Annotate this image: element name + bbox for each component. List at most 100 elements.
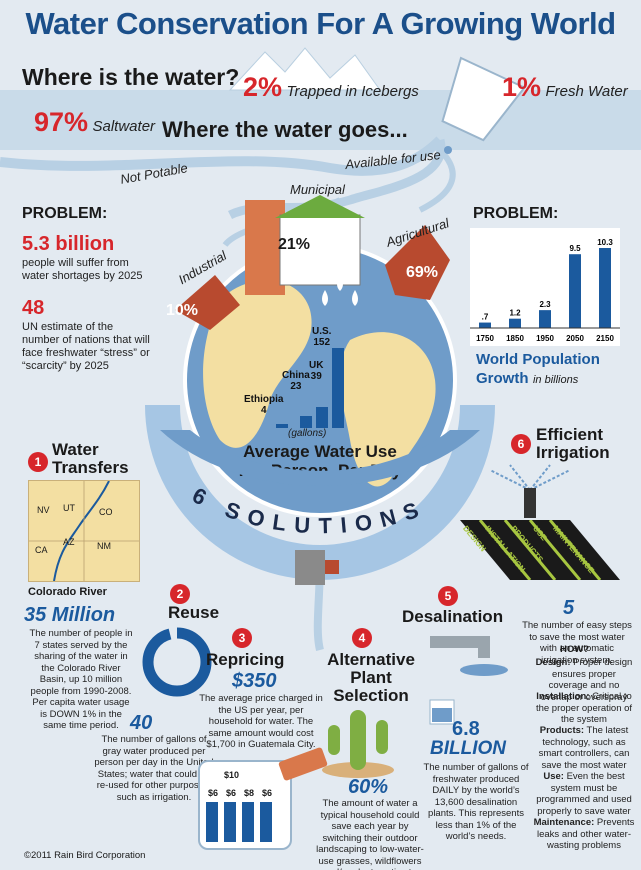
solution-5-text: The number of gallons of freshwater prod… — [423, 762, 529, 842]
solution-4-stat: 60% — [348, 776, 389, 798]
population-bar-2050 — [569, 254, 581, 328]
population-bar-2150 — [599, 248, 611, 328]
bar-china — [300, 415, 312, 428]
solution-4-title: Alternative Plant Selection — [326, 651, 416, 705]
solution-4-title-line1: Alternative — [327, 650, 415, 669]
stat-shortage-text: people will suffer from water shortages … — [22, 257, 143, 282]
map-state-ut: UT — [63, 503, 75, 513]
population-caption-unit: in billions — [532, 374, 579, 386]
solution-4-title-line2: Plant — [350, 668, 392, 687]
solution-6-number: 6 — [511, 434, 531, 454]
solution-5-title: Desalination — [402, 607, 504, 626]
solution-6-title-line1: Efficient — [536, 425, 604, 444]
solution-6-intro: The number of easy steps to save the mos… — [522, 620, 632, 666]
solution-1-title-line2: Transfers — [52, 458, 129, 477]
solution-3-number: 3 — [232, 628, 252, 648]
irrigation-item-maintenance: Maintenance: Prevents leaks and other wa… — [533, 817, 635, 851]
use-industrial-pct: 10% — [166, 302, 199, 319]
solution-3-title: Repricing — [206, 650, 285, 669]
water-use-chart: Ethiopia 4 China 23 UK 39 U.S. 152 — [240, 320, 350, 430]
stat-nations-text: UN estimate of the number of nations tha… — [22, 321, 150, 372]
solution-5-number: 5 — [438, 586, 458, 606]
solution-4-number: 4 — [352, 628, 372, 648]
map-state-nm: NM — [97, 541, 111, 551]
map-caption: Colorado River — [28, 586, 107, 598]
saltwater-pct: 97% — [34, 107, 89, 137]
iceberg-pct: 2% — [243, 72, 283, 102]
jug-value-5: $6 — [262, 788, 273, 798]
recycle-icon — [142, 627, 212, 697]
country-label-china: China 23 — [282, 370, 310, 392]
use-agricultural-pct: 69% — [406, 264, 439, 281]
bar-us — [332, 348, 344, 428]
bar-uk — [316, 407, 328, 428]
solution-2-stat: 40 — [130, 712, 153, 734]
solution-6-stat: 5 — [563, 597, 575, 619]
population-year-label: 2050 — [566, 334, 584, 343]
country-label-ethiopia: Ethiopia 4 — [244, 394, 284, 416]
population-year-label: 1850 — [506, 334, 524, 343]
iceberg-stat: 2% Trapped in Icebergs — [243, 72, 419, 103]
jug-value-2: $6 — [208, 788, 219, 798]
solution-1-title: Water Transfers — [52, 441, 129, 477]
problem-right-heading: PROBLEM: — [473, 205, 559, 222]
page-title: Water Conservation For A Growing World — [25, 6, 616, 41]
gallons-unit: (gallons) — [288, 428, 327, 439]
irrigation-item-installation: Installation: Critical to the proper ope… — [535, 691, 633, 725]
population-value-label: 10.3 — [597, 238, 613, 247]
freshwater-label: Fresh Water — [545, 83, 628, 100]
population-bar-1950 — [539, 310, 551, 328]
solution-1-text: The number of people in 7 states served … — [29, 628, 133, 731]
solution-1-title-line1: Water — [52, 440, 99, 459]
where-question: Where is the water? — [22, 64, 240, 90]
solution-4-title-line3: Selection — [333, 686, 409, 705]
map-state-co: CO — [99, 507, 113, 517]
globe-art — [145, 195, 495, 585]
cactus-icon — [322, 710, 394, 778]
bar-ethiopia — [276, 424, 288, 428]
irrigation-steps: DESIGN INSTALLATION PRODUCTS USE MAINTEN… — [460, 520, 620, 580]
solutions-arc: 6 SOLUTIONS — [160, 430, 480, 538]
population-caption-main: World Population Growth — [476, 351, 600, 387]
solution-2-title: Reuse — [168, 603, 220, 622]
saltwater-stat: 97% Saltwater — [34, 107, 155, 138]
jug-value-3: $6 — [226, 788, 237, 798]
water-jug: $10 $6 $6 $8 $6 — [198, 760, 292, 850]
jug-value-1: $10 — [224, 770, 240, 780]
population-value-label: 9.5 — [569, 244, 581, 253]
jug-value-4: $8 — [244, 788, 255, 798]
population-value-label: 2.3 — [539, 300, 551, 309]
solution-4-text: The amount of water a typical household … — [316, 798, 424, 870]
stat-shortage: 5.3 billion — [22, 233, 115, 255]
freshwater-pct: 1% — [502, 72, 542, 102]
use-municipal-label: Municipal — [290, 182, 345, 197]
population-chart: .7 1750 1.2 1850 2.3 1950 9.5 2050 10.3 2150 — [470, 228, 620, 346]
desalination-faucet-icon — [429, 636, 508, 725]
population-bar-1850 — [509, 318, 521, 328]
population-value-label: 1.2 — [509, 309, 521, 318]
population-year-label: 1750 — [476, 334, 494, 343]
where-goes-heading: Where the water goes... — [162, 117, 408, 142]
map-state-ca: CA — [35, 545, 48, 555]
solution-2-number: 2 — [170, 584, 190, 604]
population-value-label: .7 — [482, 313, 489, 322]
solution-1-stat: 35 Million — [24, 604, 116, 626]
jug-bar-1 — [206, 802, 218, 842]
water-use-title-line1: Average Water Use — [243, 442, 397, 461]
svg-text:6 SOLUTIONS: 6 SOLUTIONS — [188, 482, 430, 538]
freshwater-stat: 1% Fresh Water — [502, 72, 628, 103]
solution-6-how: HOW? — [560, 644, 590, 655]
population-year-label: 2150 — [596, 334, 614, 343]
problem-left-heading: PROBLEM: — [22, 205, 108, 222]
solution-2-text: The number of gallons of gray water prod… — [94, 734, 214, 803]
jug-bar-2 — [224, 802, 236, 842]
solution-6-title-line2: Irrigation — [536, 443, 610, 462]
iceberg-label: Trapped in Icebergs — [286, 83, 419, 100]
jug-bar-3 — [242, 802, 254, 842]
irrigation-item-products: Products: The latest technology, such as… — [538, 725, 630, 771]
colorado-map: NV UT CO CA AZ NM — [28, 480, 140, 582]
irrigation-item-use: Use: Even the best system must be progra… — [536, 771, 632, 817]
solution-5-stat-1: 6.8 — [452, 718, 480, 740]
saltwater-label: Saltwater — [92, 118, 156, 135]
